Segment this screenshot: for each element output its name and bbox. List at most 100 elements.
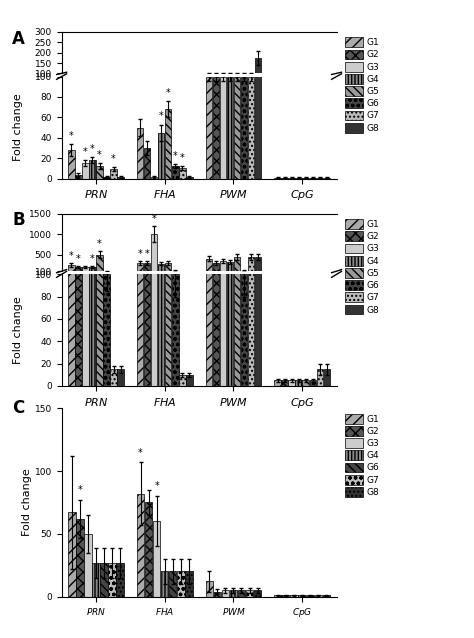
Text: *: * bbox=[138, 448, 143, 457]
Legend: G1, G2, G3, G4, G5, G6, G7, G8: G1, G2, G3, G4, G5, G6, G7, G8 bbox=[344, 218, 380, 315]
Text: *: * bbox=[90, 253, 95, 263]
Bar bbox=[206, 0, 212, 386]
Bar bbox=[169, 572, 176, 597]
Text: *: * bbox=[78, 486, 82, 495]
Bar bbox=[144, 148, 150, 179]
Bar bbox=[109, 563, 116, 597]
Bar bbox=[103, 271, 110, 275]
Bar bbox=[317, 177, 323, 179]
Bar bbox=[68, 150, 74, 179]
Bar bbox=[282, 380, 288, 386]
Bar bbox=[241, 77, 247, 179]
Bar bbox=[248, 0, 254, 386]
Bar bbox=[282, 177, 288, 179]
Bar bbox=[227, 17, 233, 386]
Bar bbox=[165, 80, 172, 94]
Bar bbox=[227, 262, 233, 275]
Bar bbox=[96, 167, 103, 179]
Bar bbox=[219, 77, 226, 179]
Bar bbox=[145, 503, 152, 597]
Bar bbox=[165, 51, 172, 386]
Bar bbox=[214, 591, 221, 597]
Bar bbox=[153, 521, 160, 597]
Bar bbox=[75, 163, 82, 386]
Text: A: A bbox=[12, 30, 25, 48]
Text: *: * bbox=[166, 88, 171, 98]
Bar bbox=[82, 163, 89, 179]
Bar bbox=[283, 595, 290, 597]
Bar bbox=[238, 590, 245, 597]
Bar bbox=[255, 0, 261, 179]
Bar bbox=[213, 77, 219, 179]
Text: *: * bbox=[152, 214, 156, 224]
Bar bbox=[96, 0, 103, 386]
Bar bbox=[161, 572, 168, 597]
Bar bbox=[75, 175, 82, 179]
Bar bbox=[172, 167, 179, 179]
Bar bbox=[241, 274, 247, 386]
Bar bbox=[295, 177, 302, 179]
Bar bbox=[96, 92, 103, 94]
Bar bbox=[227, 77, 233, 179]
Bar bbox=[206, 73, 212, 94]
Bar bbox=[324, 177, 330, 179]
Bar bbox=[302, 380, 309, 386]
Bar bbox=[179, 168, 185, 179]
Bar bbox=[137, 51, 143, 386]
Bar bbox=[234, 257, 240, 275]
Bar bbox=[206, 259, 212, 275]
Bar bbox=[299, 595, 306, 597]
Text: *: * bbox=[145, 249, 149, 258]
Bar bbox=[137, 128, 143, 179]
Text: *: * bbox=[111, 154, 116, 165]
Bar bbox=[82, 163, 89, 386]
Text: *: * bbox=[155, 482, 159, 491]
Bar bbox=[315, 595, 322, 597]
Bar bbox=[172, 92, 179, 94]
Bar bbox=[219, 73, 226, 94]
Text: *: * bbox=[173, 151, 178, 161]
Bar bbox=[295, 380, 302, 386]
Bar bbox=[158, 133, 164, 179]
Bar bbox=[179, 92, 185, 94]
Text: *: * bbox=[97, 239, 102, 249]
Bar bbox=[255, 58, 261, 94]
Bar bbox=[96, 255, 103, 275]
Text: Fold change: Fold change bbox=[13, 296, 23, 364]
Text: Fold change: Fold change bbox=[13, 94, 23, 161]
Bar bbox=[118, 369, 124, 386]
Text: *: * bbox=[97, 151, 102, 160]
Bar bbox=[274, 595, 282, 597]
Bar bbox=[248, 257, 254, 275]
Bar bbox=[248, 73, 254, 94]
Bar bbox=[310, 177, 316, 179]
Bar bbox=[255, 257, 261, 275]
Bar bbox=[254, 590, 261, 597]
Bar bbox=[317, 369, 323, 386]
Bar bbox=[117, 563, 124, 597]
Bar bbox=[75, 267, 82, 275]
Bar bbox=[151, 177, 157, 179]
Bar bbox=[89, 160, 96, 179]
Bar bbox=[68, 88, 74, 94]
Bar bbox=[89, 163, 96, 386]
Bar bbox=[144, 51, 150, 386]
Bar bbox=[110, 170, 117, 179]
Bar bbox=[274, 177, 281, 179]
Text: *: * bbox=[90, 144, 95, 154]
Bar bbox=[118, 177, 124, 179]
Bar bbox=[230, 590, 237, 597]
Bar bbox=[172, 271, 179, 275]
Bar bbox=[206, 581, 213, 597]
Bar bbox=[186, 177, 192, 179]
Bar bbox=[274, 380, 281, 386]
Text: *: * bbox=[83, 147, 88, 157]
Bar bbox=[219, 261, 226, 275]
Bar bbox=[234, 77, 240, 179]
Bar bbox=[82, 91, 89, 94]
Text: *: * bbox=[180, 153, 185, 163]
Text: *: * bbox=[76, 253, 81, 263]
Bar bbox=[177, 572, 184, 597]
Bar bbox=[89, 267, 96, 275]
Bar bbox=[248, 77, 254, 179]
